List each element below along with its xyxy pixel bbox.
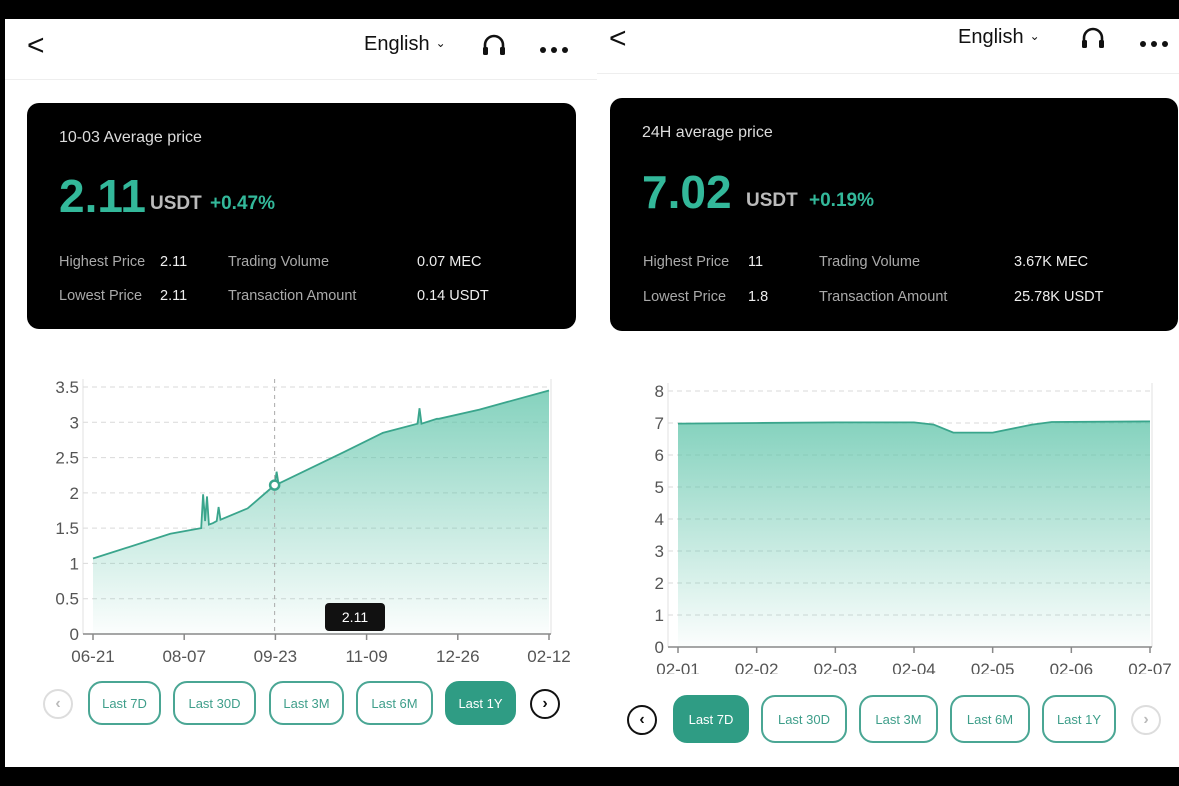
next-range-button[interactable]: ›	[530, 689, 560, 719]
price-card: 24H average price 7.02 USDT +0.19% Highe…	[610, 98, 1178, 331]
more-icon[interactable]	[540, 40, 573, 58]
x-tick-label: 11-09	[345, 647, 387, 666]
y-tick-label: 6	[655, 446, 664, 465]
range-30d-button[interactable]: Last 30D	[761, 695, 847, 743]
language-label: English	[958, 26, 1024, 48]
y-tick-label: 0.5	[55, 590, 79, 609]
range-1y-button[interactable]: Last 1Y	[1042, 695, 1116, 743]
volume-label: Trading Volume	[228, 254, 330, 270]
prev-range-button[interactable]: ‹	[627, 705, 657, 735]
y-tick-label: 3	[70, 413, 79, 432]
y-tick-label: 3.5	[55, 378, 79, 397]
amount-value: 25.78K USDT	[1014, 289, 1104, 305]
highest-value: 11	[748, 254, 764, 270]
range-30d-button[interactable]: Last 30D	[173, 681, 256, 725]
y-tick-label: 8	[655, 382, 664, 401]
next-range-button[interactable]: ›	[1131, 705, 1161, 735]
card-title: 24H average price	[642, 124, 773, 141]
price-tooltip: 2.11	[325, 603, 385, 631]
price-chart[interactable]: 0 1 2 3 4 5 6 7 8 02-01 02-02 02-03 02-04 02-05 02-06 0…	[597, 349, 1179, 674]
language-selector[interactable]: English ⌄	[958, 26, 1040, 49]
language-selector[interactable]: English ⌄	[364, 33, 446, 56]
series-area	[678, 421, 1150, 647]
y-tick-label: 1	[655, 606, 664, 625]
y-tick-label: 0	[655, 638, 664, 657]
headset-icon[interactable]	[481, 33, 507, 57]
price-card: 10-03 Average price 2.11 USDT +0.47% Hig…	[27, 103, 576, 329]
amount-value: 0.14 USDT	[417, 288, 489, 304]
headset-icon[interactable]	[1080, 26, 1106, 50]
amount-label: Transaction Amount	[819, 289, 948, 305]
price-change: +0.19%	[809, 190, 874, 211]
x-tick-label: 06-21	[71, 647, 114, 666]
x-tick-label: 09-23	[254, 647, 297, 666]
range-6m-button[interactable]: Last 6M	[356, 681, 433, 725]
x-tick-label: 02-05	[971, 660, 1014, 674]
series-line	[677, 420, 1151, 434]
highest-value: 2.11	[160, 254, 188, 270]
chevron-down-icon: ⌄	[435, 36, 446, 50]
x-tick-label: 02-12	[527, 647, 570, 666]
average-price: 7.02	[642, 166, 732, 218]
x-tick-label: 02-04	[892, 660, 935, 674]
lowest-value: 2.11	[160, 288, 188, 304]
y-tick-label: 2.5	[55, 449, 79, 468]
price-change: +0.47%	[210, 193, 275, 214]
card-title: 10-03 Average price	[59, 129, 202, 146]
y-tick-label: 5	[655, 478, 664, 497]
y-tick-label: 2	[70, 484, 79, 503]
range-3m-button[interactable]: Last 3M	[269, 681, 344, 725]
x-tick-label: 02-01	[656, 660, 699, 674]
highest-label: Highest Price	[59, 254, 146, 270]
more-icon[interactable]	[1140, 34, 1173, 52]
x-tick-label: 02-07	[1128, 660, 1171, 674]
x-tick-label: 02-03	[814, 660, 857, 674]
language-label: English	[364, 33, 430, 55]
price-unit: USDT	[746, 190, 798, 211]
volume-value: 0.07 MEC	[417, 254, 482, 270]
back-button[interactable]: <	[27, 29, 45, 62]
left-screen: < English ⌄ 10-03 Average price 2.11 USDT…	[5, 19, 597, 767]
highest-label: Highest Price	[643, 254, 730, 270]
y-tick-label: 4	[655, 510, 664, 529]
highlight-point	[268, 479, 281, 491]
range-7d-button[interactable]: Last 7D	[673, 695, 749, 743]
y-tick-label: 1	[70, 554, 79, 573]
lowest-label: Lowest Price	[643, 289, 727, 305]
range-3m-button[interactable]: Last 3M	[859, 695, 938, 743]
range-1y-button[interactable]: Last 1Y	[445, 681, 516, 725]
x-tick-label: 08-07	[162, 647, 205, 666]
chevron-down-icon: ⌄	[1029, 29, 1040, 43]
y-tick-label: 7	[655, 414, 664, 433]
x-tick-label: 02-02	[735, 660, 778, 674]
x-tick-label: 02-06	[1050, 660, 1093, 674]
series-area	[93, 390, 549, 634]
prev-range-button[interactable]: ‹	[43, 689, 73, 719]
top-bar: < English ⌄	[5, 19, 597, 80]
volume-value: 3.67K MEC	[1014, 254, 1089, 270]
average-price: 2.11	[59, 170, 146, 222]
price-chart[interactable]: 0 0.5 1 1.5 2 2.5 3 3.5 06-21 08-07 09-23 11-09 12-2…	[5, 349, 597, 669]
right-screen: < English ⌄ 24H average price 7.02 USDT +…	[597, 19, 1179, 767]
x-tick-label: 12-26	[436, 647, 479, 666]
back-button[interactable]: <	[609, 22, 627, 55]
series-line	[92, 389, 550, 560]
top-bar: < English ⌄	[597, 19, 1179, 74]
price-unit: USDT	[150, 193, 202, 214]
y-tick-label: 2	[655, 574, 664, 593]
y-tick-label: 1.5	[55, 519, 79, 538]
lowest-label: Lowest Price	[59, 288, 143, 304]
y-tick-label: 3	[655, 542, 664, 561]
range-6m-button[interactable]: Last 6M	[950, 695, 1030, 743]
amount-label: Transaction Amount	[228, 288, 357, 304]
range-7d-button[interactable]: Last 7D	[88, 681, 161, 725]
volume-label: Trading Volume	[819, 254, 921, 270]
y-tick-label: 0	[70, 625, 79, 644]
lowest-value: 1.8	[748, 289, 769, 305]
